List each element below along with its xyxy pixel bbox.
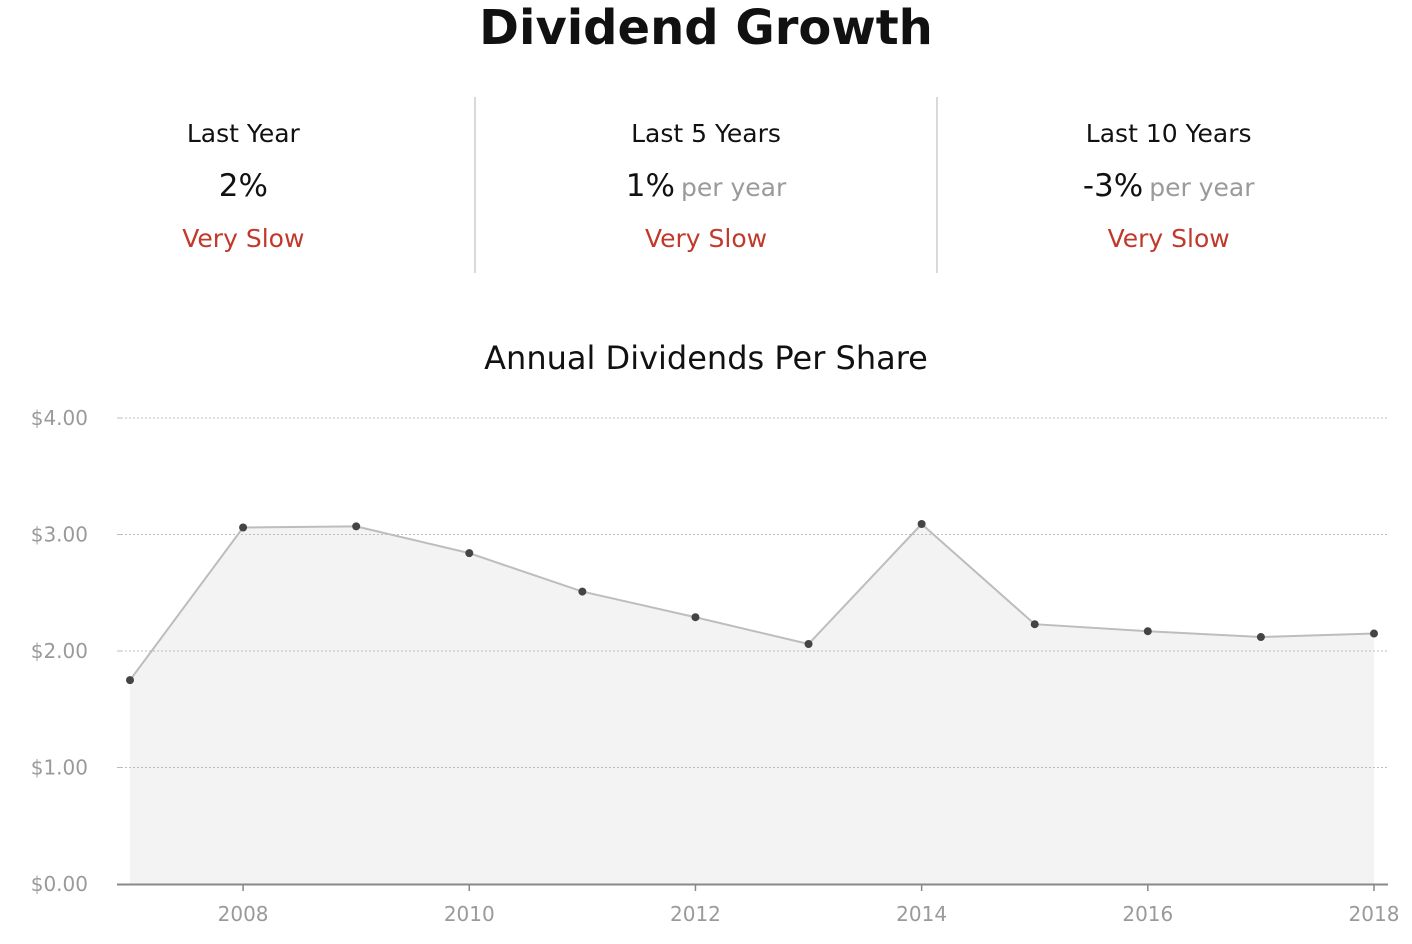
data-point	[1030, 620, 1039, 629]
data-point	[1143, 627, 1152, 636]
x-tick-label: 2010	[444, 902, 495, 926]
stat-value-row: -3% per year	[938, 167, 1399, 210]
data-point	[691, 613, 700, 622]
stat-last-year: Last Year 2% Very Slow	[13, 97, 474, 273]
stat-suffix: per year	[680, 173, 787, 202]
stat-rating: Very Slow	[1107, 224, 1230, 253]
stat-value-row: 2%	[13, 167, 474, 210]
data-point	[465, 549, 474, 558]
y-tick-label: $1.00	[31, 756, 88, 780]
y-tick-label: $4.00	[31, 406, 88, 430]
stat-value: -3%	[1082, 168, 1144, 204]
chart-title: Annual Dividends Per Share	[484, 339, 928, 377]
x-tick-label: 2012	[670, 902, 721, 926]
data-point	[126, 676, 134, 685]
data-point	[917, 520, 926, 529]
chart-svg: $0.00 $1.00 $2.00 $3.00 $4.00 2008 2010 2012 201…	[31, 406, 1400, 926]
data-point	[352, 522, 361, 531]
data-point	[1370, 629, 1378, 638]
y-tick-label: $3.00	[31, 523, 88, 547]
stat-value-row: 1% per year	[476, 167, 937, 210]
dividends-chart: Annual Dividends Per Share $0.00 $1.00 $2.…	[0, 330, 1412, 944]
stat-last-5-years: Last 5 Years 1% per year Very Slow	[473, 97, 937, 273]
data-point	[1256, 633, 1265, 642]
stat-label: Last Year	[186, 119, 300, 148]
series-line	[129, 522, 1375, 681]
x-tick-label: 2008	[218, 902, 269, 926]
growth-stats: Last Year 2% Very Slow Last 5 Years 1% pe…	[13, 97, 1399, 273]
x-tick-label: 2018	[1349, 902, 1400, 926]
data-point	[804, 640, 813, 649]
data-point	[239, 523, 248, 532]
stat-label: Last 10 Years	[1085, 119, 1252, 148]
area-fill	[130, 524, 1374, 884]
stat-suffix: per year	[1149, 173, 1255, 202]
y-tick-label: $0.00	[31, 872, 88, 896]
stat-label: Last 5 Years	[631, 119, 781, 148]
y-tick-label: $2.00	[31, 639, 88, 663]
stat-last-10-years: Last 10 Years -3% per year Very Slow	[936, 97, 1399, 273]
x-tick-label: 2016	[1122, 902, 1173, 926]
x-tick-label: 2014	[896, 902, 947, 926]
stat-rating: Very Slow	[182, 224, 305, 253]
stat-value: 1%	[625, 168, 675, 204]
stat-value: 2%	[218, 168, 268, 204]
data-point	[578, 587, 587, 596]
stat-rating: Very Slow	[644, 224, 768, 253]
page-title: Dividend Growth	[479, 0, 933, 56]
